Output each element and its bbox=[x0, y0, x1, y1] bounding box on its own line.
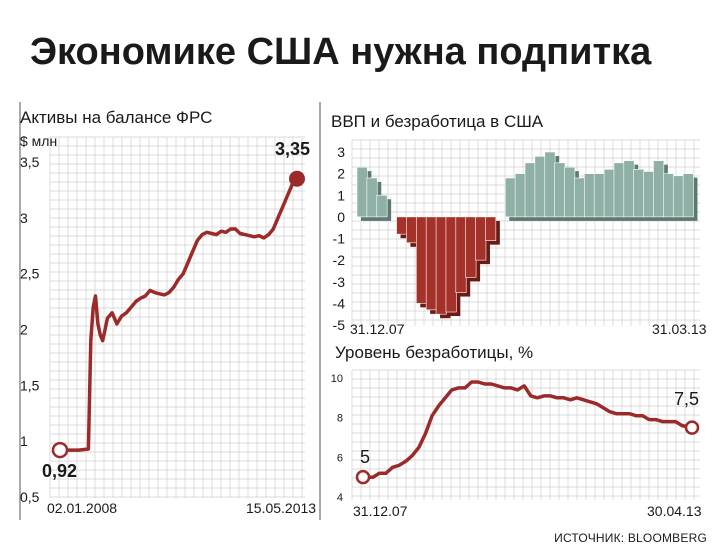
bar bbox=[613, 162, 625, 218]
start-value-label: 5 bbox=[360, 447, 370, 467]
bar bbox=[574, 177, 586, 218]
y-tick-label: 1,5 bbox=[20, 377, 40, 393]
bar bbox=[435, 216, 447, 315]
y-tick-label: -1 bbox=[333, 231, 346, 247]
bar bbox=[475, 216, 487, 261]
bar bbox=[425, 216, 437, 311]
start-point-marker bbox=[51, 441, 69, 459]
bar bbox=[406, 216, 418, 244]
y-tick-label: 2 bbox=[337, 166, 345, 182]
bar bbox=[663, 173, 675, 218]
bar bbox=[672, 175, 684, 218]
y-tick-label: 0,5 bbox=[20, 489, 40, 505]
bar bbox=[504, 177, 516, 218]
y-tick-label: -4 bbox=[333, 295, 346, 311]
y-tick-label: -2 bbox=[333, 252, 346, 268]
end-value-label: 7,5 bbox=[674, 389, 699, 409]
bar bbox=[653, 160, 665, 218]
bar bbox=[603, 169, 615, 218]
chart-fed-assets: Активы на балансе ФРС $ млн 0,5 1 1,5 2 2,5 3 3,… bbox=[19, 102, 316, 520]
end-point-marker bbox=[289, 170, 305, 187]
bar bbox=[455, 216, 467, 293]
series-line bbox=[363, 380, 693, 479]
y-tick-label: 4 bbox=[337, 492, 343, 504]
start-point-marker bbox=[355, 469, 371, 485]
y-tick-label: 8 bbox=[337, 413, 343, 425]
y-tick-label: 2,5 bbox=[20, 266, 40, 282]
chart-title: ВВП и безработица в США bbox=[331, 112, 544, 131]
end-value-label: 3,35 bbox=[275, 139, 310, 159]
y-axis-unit: $ млн bbox=[20, 133, 57, 149]
bar bbox=[465, 216, 477, 278]
x-tick-label: 31.12.07 bbox=[350, 321, 405, 337]
headline: Экономике США нужна подпитка bbox=[30, 31, 652, 73]
y-tick-label: 3 bbox=[337, 144, 345, 160]
series-line bbox=[60, 177, 299, 452]
x-tick-label: 31.12.07 bbox=[353, 503, 408, 519]
y-tick-label: 6 bbox=[337, 452, 343, 464]
bar bbox=[445, 216, 457, 313]
y-tick-label: 3,5 bbox=[20, 154, 40, 170]
bar bbox=[643, 171, 655, 218]
bar bbox=[366, 177, 378, 218]
chart-title: Уровень безработицы, % bbox=[335, 343, 533, 362]
bar bbox=[396, 216, 408, 235]
y-tick-label: 3 bbox=[20, 210, 28, 226]
x-tick-label: 30.04.13 bbox=[647, 503, 702, 519]
bar bbox=[376, 194, 388, 218]
bar bbox=[682, 173, 694, 218]
y-tick-label: 1 bbox=[337, 187, 345, 203]
bar bbox=[633, 169, 645, 218]
bar bbox=[524, 162, 536, 218]
end-point-marker bbox=[684, 420, 700, 435]
y-tick-label: 10 bbox=[331, 373, 343, 385]
x-tick-label: 02.01.2008 bbox=[47, 500, 117, 516]
bar bbox=[534, 156, 546, 218]
y-tick-label: 2 bbox=[20, 322, 28, 338]
bar bbox=[623, 160, 635, 218]
y-tick-label: 1 bbox=[20, 433, 28, 449]
x-tick-label: 15.05.2013 bbox=[246, 500, 316, 516]
chart-unemployment-rate: Уровень безработицы, % 10 8 6 4 5 7,5 31.12.07 3… bbox=[331, 343, 702, 519]
bar bbox=[485, 216, 497, 241]
bar bbox=[514, 173, 526, 218]
chart-title: Активы на балансе ФРС bbox=[20, 108, 212, 127]
bar bbox=[356, 166, 368, 218]
bar bbox=[564, 166, 576, 218]
bar bbox=[554, 162, 566, 218]
y-tick-label: -5 bbox=[333, 317, 346, 333]
start-value-label: 0,92 bbox=[42, 461, 77, 481]
x-tick-label: 31.03.13 bbox=[652, 321, 707, 337]
source-label: ИСТОЧНИК: BLOOMBERG bbox=[554, 531, 707, 545]
bar bbox=[593, 173, 605, 218]
bar bbox=[415, 216, 427, 304]
y-tick-label: -3 bbox=[333, 274, 346, 290]
bar bbox=[544, 151, 556, 218]
y-tick-label: 0 bbox=[337, 209, 345, 225]
bar bbox=[583, 173, 595, 218]
